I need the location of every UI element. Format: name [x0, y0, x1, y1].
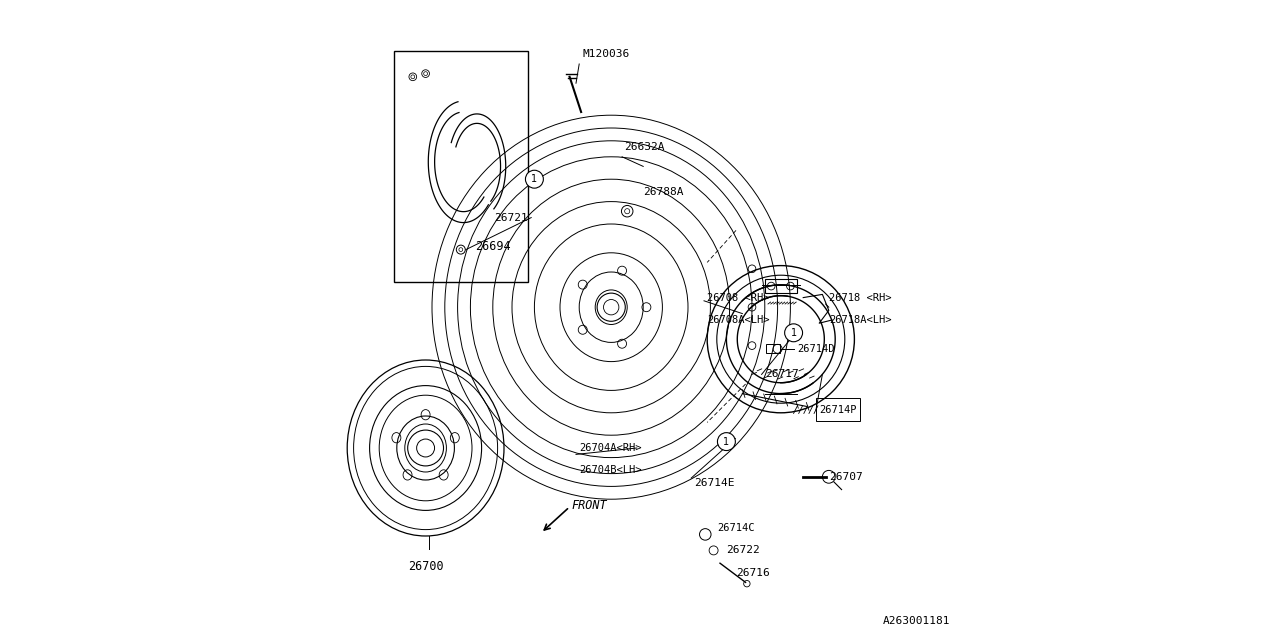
- Text: 26718 <RH>: 26718 <RH>: [829, 292, 891, 303]
- Text: 26714P: 26714P: [819, 404, 856, 415]
- Text: 26716: 26716: [736, 568, 769, 578]
- Text: 26704B<LH>: 26704B<LH>: [580, 465, 641, 476]
- Text: 26718A<LH>: 26718A<LH>: [829, 315, 891, 325]
- Text: 26694: 26694: [475, 240, 511, 253]
- Bar: [817, 398, 860, 421]
- Text: 26714D: 26714D: [796, 344, 835, 354]
- Circle shape: [785, 324, 803, 342]
- Text: 26632A: 26632A: [625, 142, 664, 152]
- Text: 26708 <RH>: 26708 <RH>: [708, 292, 769, 303]
- Text: 1: 1: [723, 436, 730, 447]
- Text: 1: 1: [531, 174, 538, 184]
- Text: 26721: 26721: [494, 212, 529, 223]
- Text: 26707: 26707: [829, 472, 863, 482]
- Text: M120036: M120036: [582, 49, 630, 60]
- Text: 1: 1: [791, 328, 796, 338]
- Text: 26722: 26722: [727, 545, 760, 556]
- Text: 26700: 26700: [408, 560, 443, 573]
- Bar: [765, 344, 781, 353]
- Bar: [394, 51, 529, 282]
- Text: 26788A: 26788A: [644, 187, 684, 197]
- Text: 26708A<LH>: 26708A<LH>: [708, 315, 769, 325]
- Text: 26714C: 26714C: [717, 523, 754, 533]
- Bar: [765, 279, 796, 293]
- Text: A263001181: A263001181: [883, 616, 950, 626]
- Circle shape: [525, 170, 544, 188]
- Text: 26717: 26717: [765, 369, 799, 380]
- Text: 26714E: 26714E: [694, 478, 735, 488]
- Text: FRONT: FRONT: [571, 499, 607, 512]
- Text: 26704A<RH>: 26704A<RH>: [580, 443, 641, 453]
- Circle shape: [717, 433, 735, 451]
